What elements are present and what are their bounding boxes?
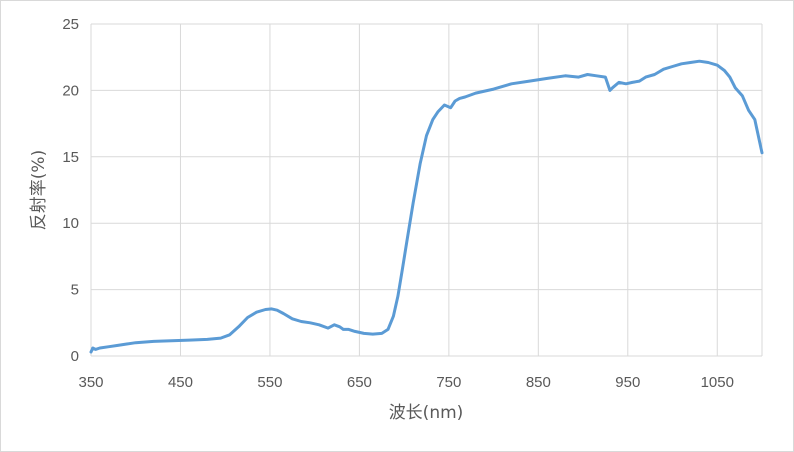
y-tick-label: 5 xyxy=(71,282,79,299)
y-tick-label: 15 xyxy=(62,149,79,166)
plot-area xyxy=(91,24,763,357)
series-group xyxy=(89,59,764,354)
y-tick-label: 10 xyxy=(62,215,79,232)
x-tick-label: 950 xyxy=(615,374,640,391)
y-tick-label: 20 xyxy=(62,82,79,99)
y-axis-ticks: 0 5 10 15 20 25 xyxy=(62,16,79,365)
x-tick-label: 350 xyxy=(78,374,103,391)
x-tick-label: 750 xyxy=(436,374,461,391)
y-tick-label: 25 xyxy=(62,16,79,33)
x-tick-label: 450 xyxy=(168,374,193,391)
x-tick-label: 1050 xyxy=(701,374,734,391)
y-tick-label: 0 xyxy=(71,348,79,365)
x-tick-label: 650 xyxy=(347,374,372,391)
x-tick-label: 550 xyxy=(257,374,282,391)
x-tick-label: 850 xyxy=(526,374,551,391)
x-axis-title: 波长(nm) xyxy=(389,403,464,423)
y-axis-title: 反射率(%) xyxy=(29,150,49,230)
reflectance-series-line xyxy=(89,59,764,354)
gridlines xyxy=(90,23,762,357)
x-axis-ticks: 350 450 550 650 750 850 950 1050 xyxy=(78,374,733,391)
